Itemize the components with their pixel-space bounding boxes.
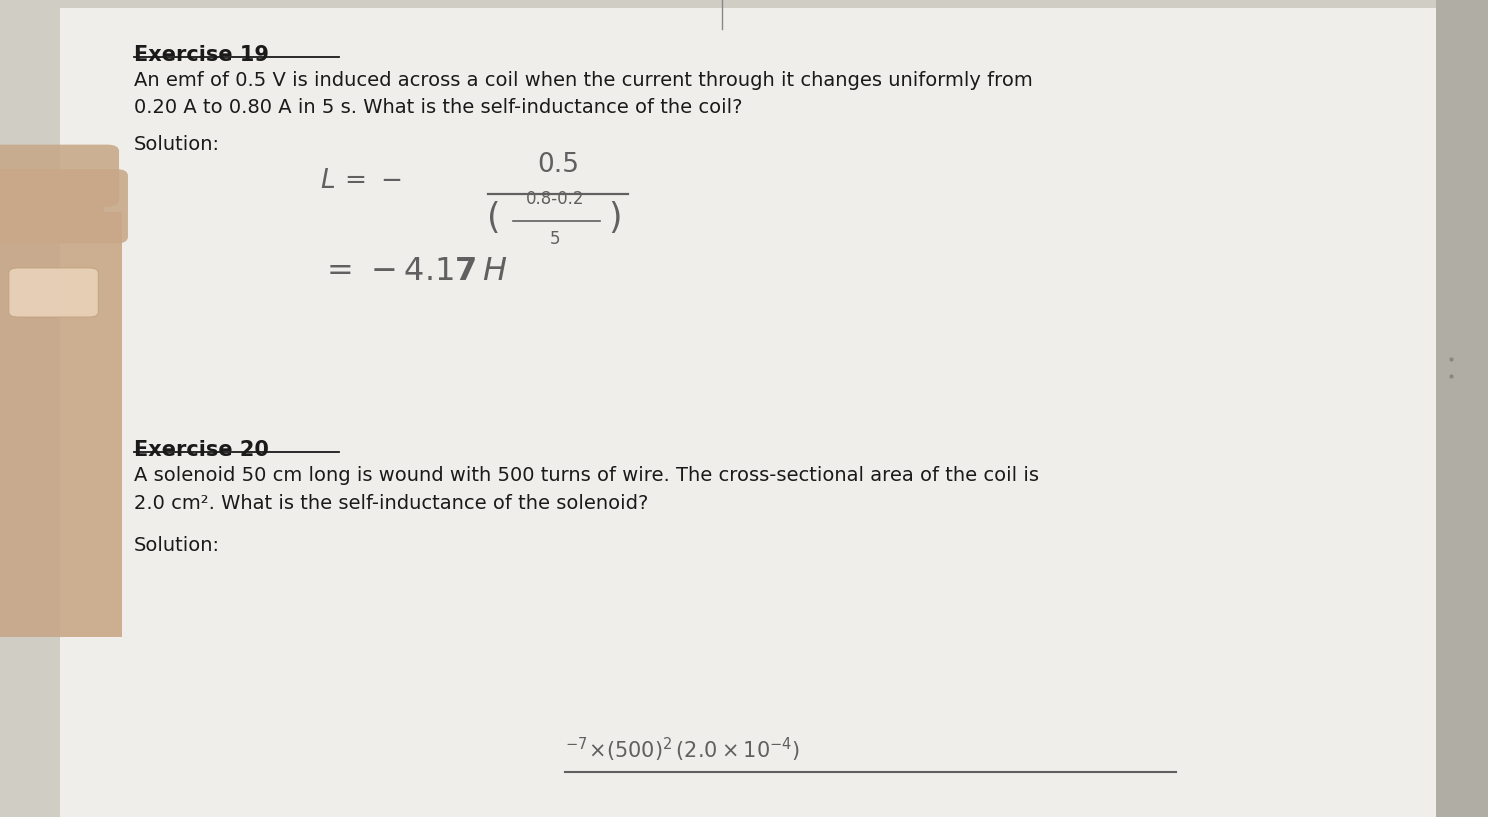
- Text: An emf of 0.5 V is induced across a coil when the current through it changes uni: An emf of 0.5 V is induced across a coil…: [134, 71, 1033, 90]
- Text: Exercise 19: Exercise 19: [134, 45, 269, 65]
- Text: 0.8-0.2: 0.8-0.2: [525, 190, 585, 208]
- Text: $^{-7}\!\times\!(500)^2\,(2.0\times10^{-4})$: $^{-7}\!\times\!(500)^2\,(2.0\times10^{-…: [565, 735, 801, 764]
- FancyBboxPatch shape: [1436, 0, 1488, 817]
- Text: A solenoid 50 cm long is wound with 500 turns of wire. The cross-sectional area : A solenoid 50 cm long is wound with 500 …: [134, 466, 1039, 484]
- Text: Solution:: Solution:: [134, 536, 220, 555]
- Text: 2.0 cm². What is the self-inductance of the solenoid?: 2.0 cm². What is the self-inductance of …: [134, 494, 649, 513]
- Text: 5: 5: [549, 230, 561, 248]
- Text: 0.20 A to 0.80 A in 5 s. What is the self-inductance of the coil?: 0.20 A to 0.80 A in 5 s. What is the sel…: [134, 98, 743, 117]
- FancyBboxPatch shape: [0, 212, 122, 637]
- Text: ): ): [607, 201, 622, 235]
- FancyBboxPatch shape: [0, 175, 104, 233]
- FancyBboxPatch shape: [60, 8, 1436, 817]
- FancyBboxPatch shape: [0, 169, 128, 243]
- Text: Exercise 20: Exercise 20: [134, 440, 269, 459]
- Text: Solution:: Solution:: [134, 135, 220, 154]
- FancyBboxPatch shape: [9, 268, 98, 317]
- Text: 0.5: 0.5: [537, 152, 579, 178]
- FancyBboxPatch shape: [0, 145, 119, 207]
- Text: $L\,=\,-$: $L\,=\,-$: [320, 168, 402, 194]
- Text: (: (: [487, 201, 501, 235]
- Text: $=\,-4.1\mathbf{7}\,H$: $=\,-4.1\mathbf{7}\,H$: [320, 256, 507, 287]
